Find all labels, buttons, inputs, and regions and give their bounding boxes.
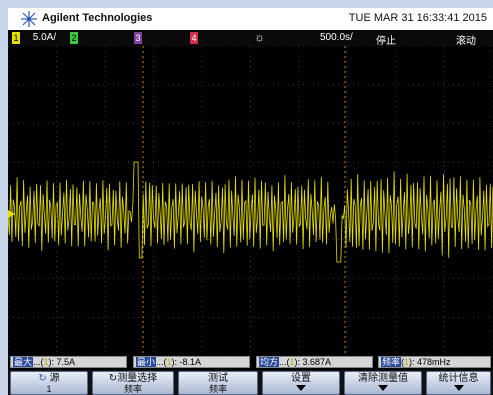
title-bar: Agilent Technologies TUE MAR 31 16:33:41… bbox=[8, 8, 493, 30]
channel-1-box: 1 bbox=[12, 32, 20, 44]
measurement-min-channel: 1 bbox=[166, 357, 172, 367]
measurement-rms[interactable]: 均方...(1): 3.687A bbox=[256, 356, 373, 368]
channel-2-box: 2 bbox=[70, 32, 78, 44]
measurement-rms-value: : 3.687A bbox=[297, 357, 332, 367]
channel-1-scale: 5.0A/ bbox=[32, 32, 57, 43]
entry-knob-icon: ↻ bbox=[38, 373, 47, 384]
clear-measurements-softkey[interactable]: 清除测量值 bbox=[344, 371, 422, 395]
submenu-arrow-icon bbox=[296, 385, 306, 391]
statistics-label: 统计信息 bbox=[438, 373, 479, 384]
source-value: 1 bbox=[46, 384, 52, 394]
statistics-softkey[interactable]: 统计信息 bbox=[426, 371, 491, 395]
measurement-max-name: 最大 bbox=[13, 357, 34, 367]
submenu-arrow-icon bbox=[453, 385, 464, 391]
measure-select-row: ↻测量选择 bbox=[93, 373, 173, 384]
channel-1-waveform bbox=[8, 161, 493, 263]
measurement-frequency-name: 频率 bbox=[381, 357, 402, 367]
channel-3-indicator[interactable]: 3 bbox=[134, 32, 142, 44]
waveform-display bbox=[8, 46, 493, 356]
measurement-frequency-channel: 1 bbox=[404, 357, 410, 367]
measurement-max-value: : 7.5A bbox=[51, 357, 76, 367]
softkey-bar: ↻ 源 1 ↻测量选择 频率 测试 频率 设置 清除测量值 统计信息 bbox=[8, 370, 493, 395]
measurement-frequency[interactable]: 频率(1): 478mHz bbox=[378, 356, 491, 368]
test-value: 频率 bbox=[208, 384, 227, 394]
status-bar: 1 5.0A/ 2 3 4 ☼ 500.0s/ 停止 滚动 bbox=[8, 30, 493, 47]
measurement-max-channel: 1 bbox=[43, 357, 49, 367]
source-label: 源 bbox=[49, 373, 60, 384]
test-label: 测试 bbox=[208, 373, 228, 384]
date-time: TUE MAR 31 16:33:41 2015 bbox=[348, 12, 487, 24]
source-softkey-row: ↻ 源 bbox=[11, 373, 87, 384]
submenu-arrow-icon bbox=[378, 385, 388, 391]
settings-softkey[interactable]: 设置 bbox=[262, 371, 340, 395]
timebase-scale[interactable]: 500.0s/ bbox=[320, 32, 353, 43]
measurement-rms-name: 均方 bbox=[259, 357, 280, 367]
source-softkey[interactable]: ↻ 源 1 bbox=[10, 371, 88, 395]
channel-4-indicator[interactable]: 4 bbox=[190, 32, 198, 44]
test-softkey[interactable]: 测试 频率 bbox=[178, 371, 258, 395]
measurement-bar: 最大...(1): 7.5A 最小...(1): -8.1A 均方...(1):… bbox=[8, 356, 493, 368]
measure-select-label: 测量选择 bbox=[117, 373, 158, 384]
entry-knob-icon: ↻ bbox=[108, 373, 118, 384]
measurement-min[interactable]: 最小...(1): -8.1A bbox=[133, 356, 250, 368]
measure-select-value: 频率 bbox=[123, 384, 142, 394]
acquisition-mode: 滚动 bbox=[456, 36, 476, 47]
graticule bbox=[8, 46, 493, 356]
agilent-spark-logo-icon bbox=[21, 11, 37, 27]
measurement-min-value: : -8.1A bbox=[174, 357, 202, 367]
measurement-rms-channel: 1 bbox=[289, 357, 295, 367]
measurement-max[interactable]: 最大...(1): 7.5A bbox=[10, 356, 127, 368]
clear-measurements-label: 清除测量值 bbox=[358, 373, 408, 384]
brand-name: Agilent Technologies bbox=[42, 12, 153, 24]
run-state: 停止 bbox=[376, 36, 396, 47]
measurement-frequency-value: : 478mHz bbox=[412, 357, 451, 367]
channel-4-box: 4 bbox=[190, 32, 198, 44]
channel-3-box: 3 bbox=[134, 32, 142, 44]
settings-label: 设置 bbox=[291, 373, 311, 384]
measure-select-softkey[interactable]: ↻测量选择 频率 bbox=[92, 371, 174, 395]
channel-1-indicator[interactable]: 1 5.0A/ bbox=[12, 32, 56, 44]
intensity-sun-icon: ☼ bbox=[254, 30, 265, 44]
oscilloscope-screen: Agilent Technologies TUE MAR 31 16:33:41… bbox=[8, 8, 493, 395]
measurement-min-name: 最小 bbox=[136, 357, 157, 367]
channel-2-indicator[interactable]: 2 bbox=[70, 32, 78, 44]
